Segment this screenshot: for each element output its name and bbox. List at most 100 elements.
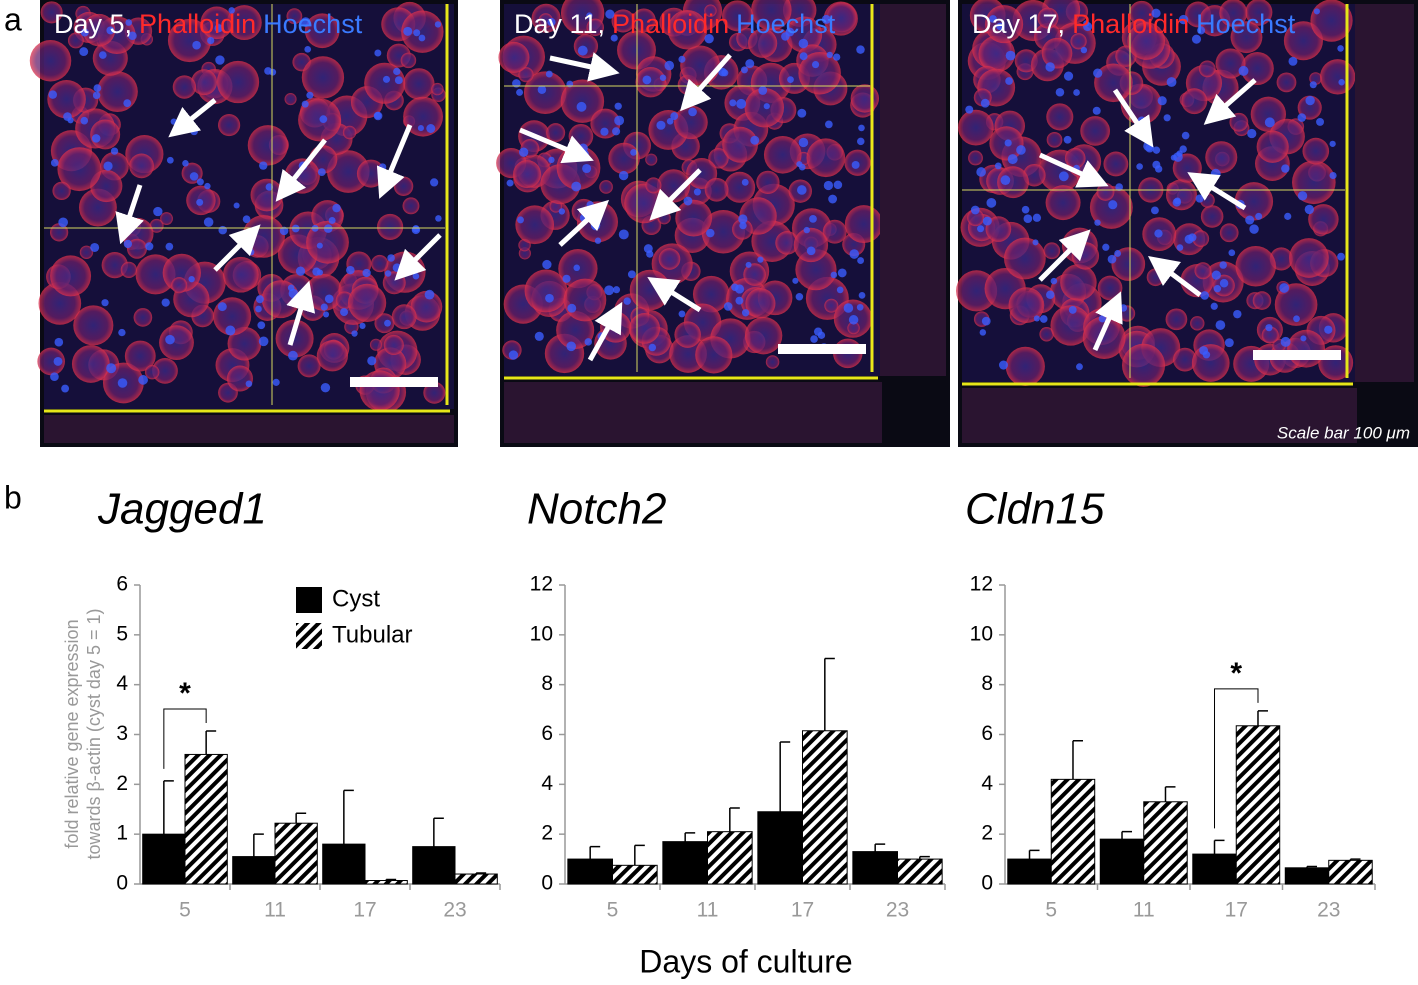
nucleus (857, 257, 865, 264)
nucleus (706, 228, 715, 238)
nucleus (704, 33, 714, 44)
cell (37, 347, 65, 376)
nucleus (392, 263, 402, 273)
cell (1215, 48, 1246, 79)
nucleus (567, 303, 577, 313)
cell (635, 66, 666, 98)
nucleus (1094, 219, 1101, 226)
nucleus (745, 59, 755, 69)
nucleus (745, 261, 752, 268)
error-bar (253, 833, 264, 857)
nucleus (693, 188, 701, 196)
nucleus (245, 380, 253, 388)
nucleus (430, 178, 439, 187)
nucleus (1092, 106, 1101, 115)
nucleus (435, 215, 442, 222)
nucleus (1073, 89, 1080, 96)
nucleus (217, 302, 227, 312)
nucleus (188, 275, 195, 283)
cell (1080, 116, 1110, 146)
cell (1004, 237, 1046, 280)
cell (822, 219, 847, 244)
nucleus (301, 100, 309, 108)
nucleus (1154, 229, 1163, 238)
cell (1146, 268, 1165, 287)
arrow (1187, 172, 1247, 211)
nucleus (1178, 14, 1189, 25)
nucleus (1102, 243, 1110, 251)
y-axis-label: towards β-actin (cyst day 5 = 1) (84, 609, 104, 860)
nucleus (729, 99, 737, 107)
nucleus (90, 242, 100, 252)
nucleus (605, 9, 615, 19)
nucleus (537, 85, 547, 94)
arrow (115, 184, 144, 245)
nucleus (1228, 249, 1236, 257)
nucleus (612, 127, 621, 136)
nucleus (319, 115, 328, 124)
nucleus (562, 274, 571, 283)
nucleus (856, 45, 865, 54)
image-label: Day 5, Phalloidin Hoechst (54, 9, 363, 39)
cell (743, 263, 766, 286)
nucleus (741, 309, 750, 317)
cell (1037, 7, 1059, 29)
nucleus (1016, 145, 1026, 155)
nucleus (734, 284, 745, 294)
nucleus (203, 217, 214, 227)
nucleus (1245, 215, 1255, 225)
nucleus (610, 34, 618, 42)
cell (1127, 22, 1166, 60)
nucleus (856, 303, 864, 311)
cell (40, 1, 63, 24)
cell (1165, 308, 1188, 331)
y-tick-label: 12 (970, 573, 993, 596)
nucleus (858, 292, 866, 299)
cell (674, 321, 701, 348)
bar (184, 753, 228, 885)
cell (985, 5, 1024, 44)
cell (611, 9, 635, 33)
cell (1046, 132, 1063, 148)
bar (1099, 838, 1145, 885)
bottom-projection (962, 388, 1357, 443)
cell (369, 338, 382, 351)
nucleus (165, 334, 175, 345)
cell (218, 113, 241, 137)
cell (657, 211, 671, 225)
cell (674, 105, 708, 140)
cell (629, 313, 661, 344)
nucleus (792, 277, 799, 284)
nucleus (989, 15, 997, 23)
nucleus (1233, 309, 1242, 319)
cell (1043, 242, 1061, 260)
nucleus (1265, 324, 1273, 332)
cell (73, 305, 114, 346)
nucleus (965, 105, 974, 114)
nucleus (384, 319, 391, 327)
nucleus (424, 289, 435, 300)
cell (967, 209, 984, 227)
nucleus (316, 242, 323, 249)
nucleus (123, 99, 132, 108)
nucleus (295, 266, 306, 276)
arrow (376, 124, 413, 199)
arrow (1203, 78, 1257, 125)
nucleus (809, 215, 817, 223)
nucleus (394, 76, 403, 85)
error-bar (205, 730, 217, 755)
image-label-part: Day 11, (514, 9, 605, 39)
cell (1198, 60, 1216, 78)
nucleus (594, 237, 602, 244)
error-bar (295, 812, 307, 824)
bar (567, 858, 613, 885)
nucleus (417, 125, 424, 132)
nucleus (103, 161, 113, 171)
error-bar (589, 845, 601, 860)
cell (1308, 204, 1339, 235)
cell (1200, 205, 1224, 228)
bottom-projection (504, 382, 882, 443)
nucleus (118, 328, 126, 337)
cell (1050, 305, 1091, 346)
